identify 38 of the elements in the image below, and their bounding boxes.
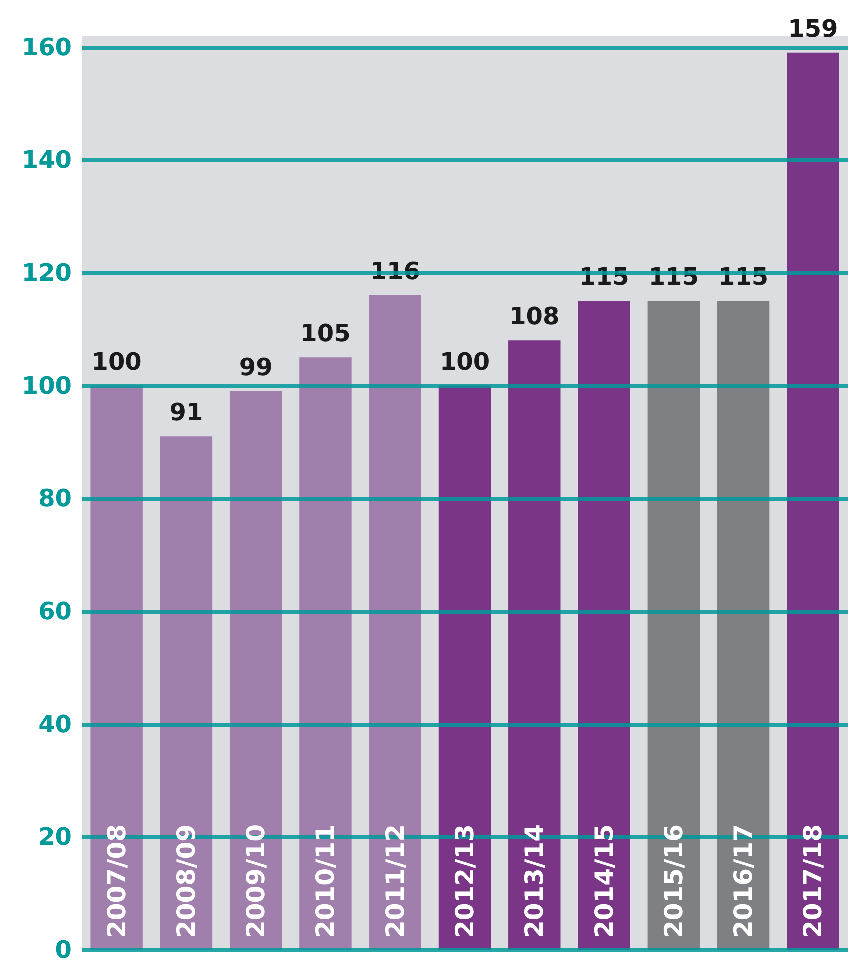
data-label: 91 bbox=[170, 398, 204, 427]
bar bbox=[717, 301, 770, 950]
x-tick-label: 2010/11 bbox=[311, 824, 340, 938]
x-tick-label: 2007/08 bbox=[102, 824, 132, 938]
y-tick-label: 80 bbox=[38, 484, 72, 513]
data-label: 100 bbox=[440, 348, 490, 376]
y-tick-label: 160 bbox=[22, 33, 72, 62]
bar bbox=[90, 386, 143, 950]
x-tick-label: 2012/13 bbox=[450, 824, 480, 938]
x-tick-label: 2014/15 bbox=[590, 824, 619, 938]
data-label: 105 bbox=[300, 320, 351, 348]
bar bbox=[230, 391, 282, 950]
bar bbox=[160, 436, 213, 950]
data-label: 99 bbox=[239, 353, 273, 382]
y-tick-label: 20 bbox=[38, 823, 72, 852]
data-label: 108 bbox=[510, 302, 560, 331]
bar bbox=[508, 340, 561, 950]
x-tick-label: 2017/18 bbox=[798, 824, 828, 938]
bar bbox=[787, 52, 840, 950]
x-tick-label: 2013/14 bbox=[520, 824, 550, 938]
y-tick-label: 140 bbox=[22, 146, 72, 174]
x-tick-label: 2011/12 bbox=[380, 824, 410, 938]
x-tick-label: 2016/17 bbox=[729, 824, 758, 938]
data-label: 100 bbox=[92, 348, 142, 376]
x-tick-label: 2008/09 bbox=[172, 824, 201, 938]
x-tick-label: 2015/16 bbox=[659, 824, 688, 938]
bar bbox=[369, 296, 422, 950]
bar bbox=[648, 301, 700, 950]
bar bbox=[300, 358, 352, 950]
y-tick-label: 100 bbox=[22, 372, 72, 400]
y-tick-label: 40 bbox=[38, 710, 72, 738]
data-label: 159 bbox=[788, 14, 838, 43]
y-tick-label: 60 bbox=[38, 597, 72, 626]
x-tick-label: 2009/10 bbox=[242, 824, 271, 938]
y-tick-label: 120 bbox=[22, 258, 72, 287]
y-tick-label: 0 bbox=[55, 936, 72, 962]
bar bbox=[438, 386, 492, 950]
bar bbox=[578, 301, 630, 950]
